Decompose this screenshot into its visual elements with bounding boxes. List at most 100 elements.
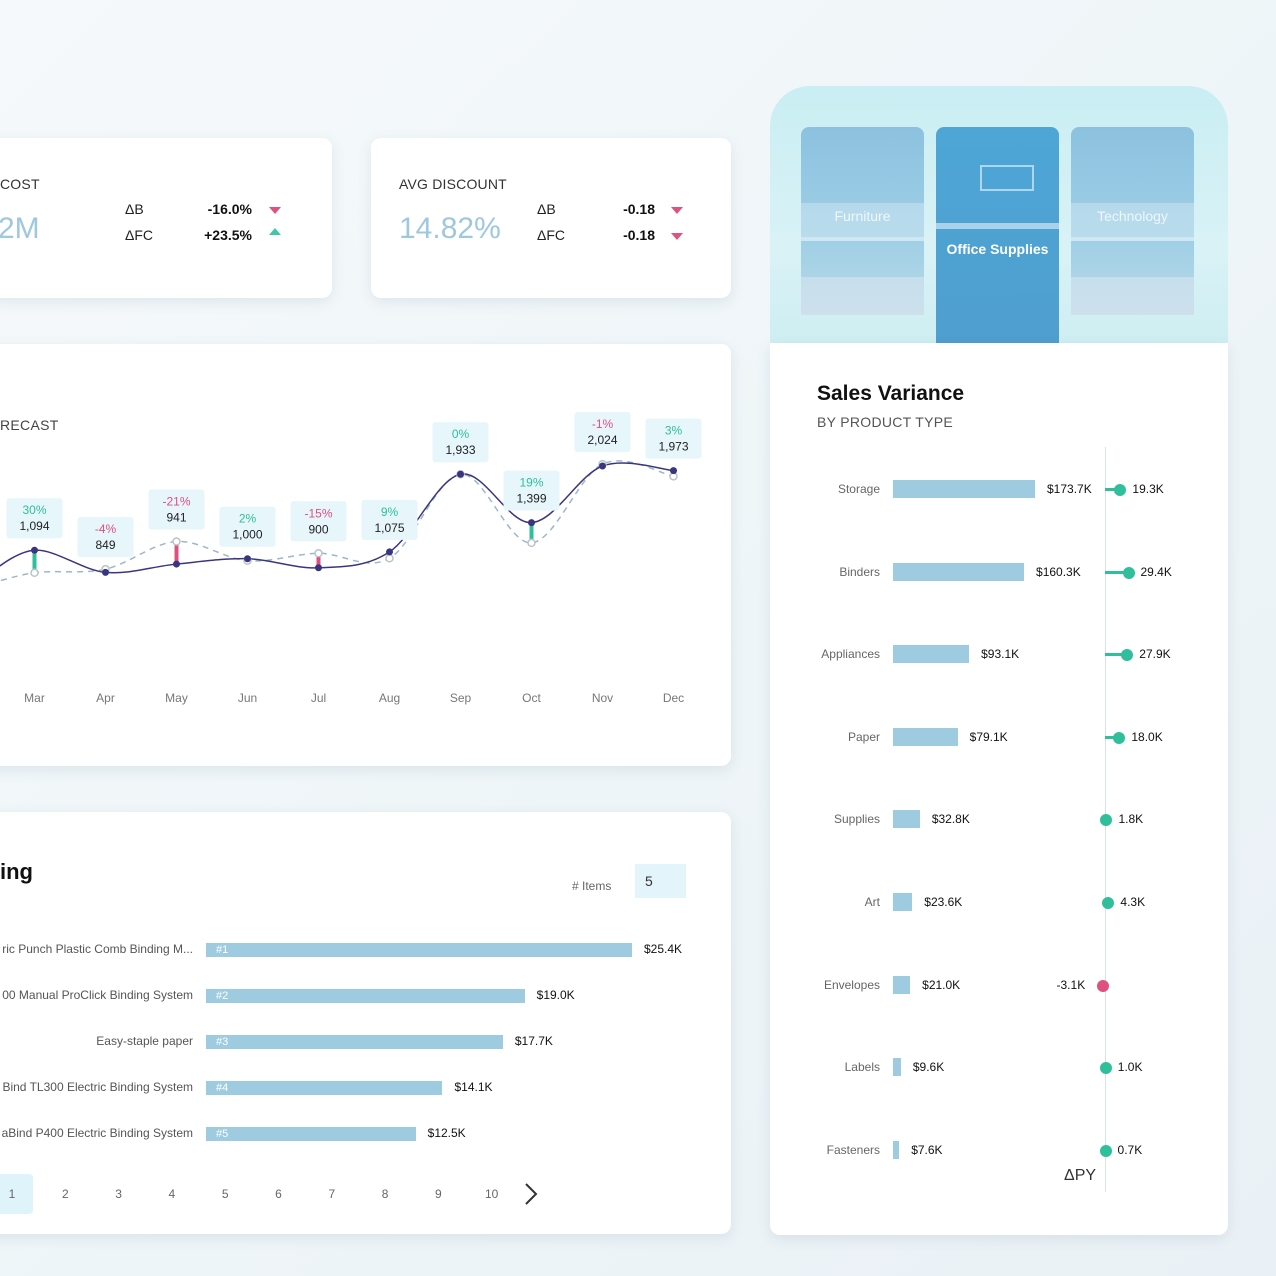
x-tick-label: Dec [663, 691, 684, 705]
ranking-item-label: Easy-staple paper [96, 1034, 193, 1048]
value-label: 2,024 [587, 433, 617, 447]
value-label: 849 [95, 538, 115, 552]
data-label-box [77, 517, 134, 558]
sales-value: $160.3K [1036, 564, 1081, 579]
variance-label: 30% [22, 503, 46, 517]
category-tile-office-supplies[interactable]: Office Supplies [936, 127, 1059, 343]
value-label: 900 [308, 522, 328, 536]
value-label: 1,000 [232, 528, 262, 542]
page-button[interactable]: 5 [221, 1187, 229, 1201]
ranking-bar [206, 943, 632, 957]
sales-value: $32.8K [931, 812, 970, 827]
scene-desk [1071, 237, 1194, 241]
ranking-item-label: ric Punch Plastic Comb Binding M... [2, 942, 193, 956]
page-button[interactable]: 6 [275, 1187, 282, 1201]
down-arrow-icon [671, 233, 683, 240]
variance-label: 2% [239, 512, 257, 526]
delta-value: 0.7K [1117, 1142, 1143, 1157]
page-button[interactable]: 3 [115, 1187, 122, 1201]
down-arrow-icon [671, 207, 683, 214]
chevron-right-icon[interactable] [523, 1182, 539, 1206]
scene-desk [936, 223, 1059, 229]
chevron-path [525, 1183, 538, 1205]
delta-forecast-value: +23.5% [204, 227, 252, 243]
ranking-bar [206, 1035, 503, 1049]
delta-stem [1105, 653, 1128, 657]
category-label: Paper [847, 729, 880, 744]
sales-variance-chart: Storage $173.7K 19.3K Binders $160.3K 29.4K Ap… [770, 343, 1228, 1235]
ranking-card: ing # Items 5 ric Punch Plastic Comb Bin… [0, 812, 731, 1234]
items-count-input[interactable]: 5 [635, 864, 686, 898]
value-label: 941 [166, 511, 186, 525]
items-label: # Items [572, 879, 612, 893]
sales-bar [893, 727, 958, 746]
category-tile-furniture[interactable]: Furniture [801, 127, 924, 315]
data-label-box [574, 412, 631, 453]
actual-point [457, 470, 464, 478]
x-tick-label: May [165, 691, 188, 705]
category-tile-technology[interactable]: Technology [1071, 127, 1194, 315]
category-label: Art [864, 895, 880, 909]
delta-value: 29.4K [1140, 564, 1172, 579]
page-button[interactable]: 7 [328, 1187, 336, 1201]
delta-value: 18.0K [1131, 729, 1163, 744]
delta-dot [1100, 814, 1113, 827]
rank-badge: #4 [216, 1082, 229, 1094]
rank-badge: #5 [216, 1128, 229, 1140]
forecast-point [30, 568, 39, 578]
delta-forecast-value: -0.18 [623, 227, 655, 243]
delta-forecast-label: ΔFC [125, 227, 154, 243]
x-tick-label: Sep [450, 691, 472, 705]
category-label: Supplies [833, 812, 880, 827]
ranking-bar [206, 1081, 443, 1095]
sales-bar [893, 480, 1035, 498]
page-button[interactable]: 4 [168, 1187, 176, 1201]
sales-value: $173.7K [1047, 482, 1092, 496]
delta-stem [1105, 735, 1120, 739]
x-tick-label: Oct [522, 691, 541, 705]
sales-bar [893, 810, 920, 829]
delta-dot [1114, 484, 1127, 496]
delta-budget-label: ΔB [537, 201, 556, 217]
actual-point [31, 546, 38, 554]
page-button[interactable]: 1 [8, 1187, 16, 1201]
delta-budget-value: -16.0% [207, 201, 252, 217]
rank-badge: #2 [216, 990, 229, 1002]
actual-point [173, 560, 180, 568]
delta-value: 19.3K [1132, 482, 1164, 496]
category-tile-label: Technology [1097, 208, 1168, 224]
rank-badge: #3 [216, 1036, 229, 1048]
ranking-item-label: 00 Manual ProClick Binding System [2, 988, 193, 1002]
page-button[interactable]: 10 [485, 1187, 499, 1201]
actual-point [386, 548, 393, 556]
page-button[interactable]: 2 [61, 1187, 69, 1201]
sales-bar [893, 1140, 900, 1159]
actual-point [244, 555, 251, 563]
category-tiles: Furniture Office Supplies Technology [770, 86, 1228, 346]
data-label-box [219, 506, 276, 547]
variance-label: -1% [592, 417, 614, 431]
chart-subtitle: RECAST [0, 417, 59, 433]
page-button[interactable]: 9 [435, 1187, 442, 1201]
page-button[interactable]: 8 [381, 1187, 389, 1201]
category-tile-label: Office Supplies [946, 241, 1049, 257]
rank-badge: #1 [216, 944, 229, 956]
up-arrow-icon [269, 228, 281, 235]
kpi-value: 2M [0, 212, 40, 245]
page-button-active[interactable] [0, 1174, 33, 1214]
kpi-card-avg-discount: AVG DISCOUNT 14.82% ΔB -0.18 ΔFC -0.18 [371, 138, 731, 298]
sales-bar [893, 645, 970, 664]
forecast-line-chart: 30% 1,094 Mar -4% 849 Apr -21% 941 May 2% 1,000 Jun… [0, 412, 702, 705]
forecast-point [385, 554, 394, 563]
delta-forecast-label: ΔFC [537, 227, 566, 243]
ranking-value: $25.4K [644, 942, 683, 956]
sales-value: $93.1K [981, 647, 1020, 662]
x-tick-label: Apr [96, 691, 115, 705]
scene-shelf [980, 165, 1034, 191]
ranking-value: $17.7K [514, 1034, 553, 1048]
data-label-box [361, 499, 418, 540]
category-tile-label: Furniture [834, 208, 891, 224]
data-label-box [290, 501, 347, 542]
sales-variance-title: Sales Variance [817, 382, 965, 405]
value-label: 1,973 [658, 440, 688, 454]
